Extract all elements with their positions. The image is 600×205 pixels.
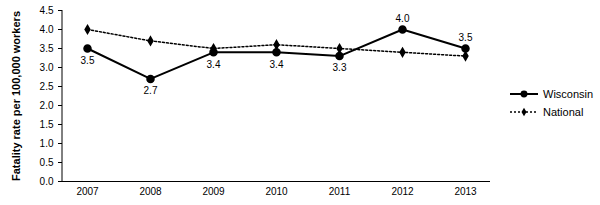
svg-text:2010: 2010: [265, 186, 288, 197]
svg-text:2007: 2007: [76, 186, 99, 197]
svg-text:3.5: 3.5: [81, 55, 95, 66]
svg-text:1.0: 1.0: [40, 138, 54, 149]
svg-text:2.5: 2.5: [40, 81, 54, 92]
svg-text:3.4: 3.4: [270, 59, 284, 70]
svg-text:Fatality rate per 100,000 work: Fatality rate per 100,000 workers: [10, 11, 22, 181]
svg-text:3.4: 3.4: [207, 59, 221, 70]
svg-text:2013: 2013: [454, 186, 477, 197]
html-text:National: National: [543, 105, 584, 118]
svg-text:3.3: 3.3: [333, 62, 347, 73]
svg-text:4.0: 4.0: [396, 13, 410, 24]
svg-text:2009: 2009: [202, 186, 225, 197]
svg-text:4.0: 4.0: [40, 24, 54, 35]
svg-text:2.7: 2.7: [144, 85, 158, 96]
svg-text:3.0: 3.0: [40, 62, 54, 73]
svg-text:0.5: 0.5: [40, 157, 54, 168]
svg-text:2008: 2008: [139, 186, 162, 197]
svg-text:3.5: 3.5: [459, 32, 473, 43]
svg-text:0.0: 0.0: [40, 176, 54, 187]
html-text:Wisconsin: Wisconsin: [543, 87, 594, 100]
svg-text:1.5: 1.5: [40, 119, 54, 130]
svg-text:2.0: 2.0: [40, 100, 54, 111]
svg-text:4.5: 4.5: [40, 5, 54, 16]
svg-text:3.5: 3.5: [40, 43, 54, 54]
svg-text:2012: 2012: [391, 186, 414, 197]
svg-text:2011: 2011: [329, 186, 351, 197]
